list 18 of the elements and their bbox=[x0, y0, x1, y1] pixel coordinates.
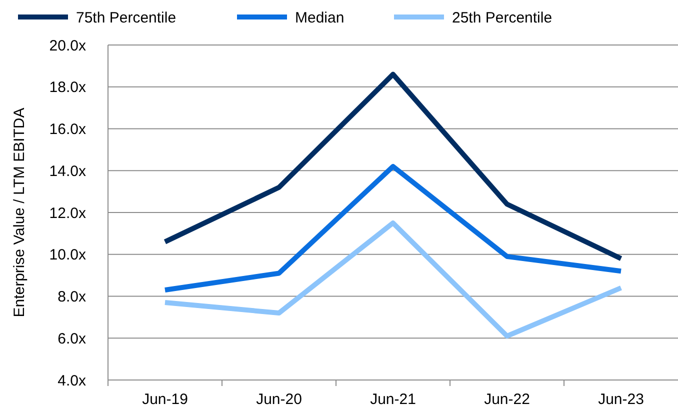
y-tick-label: 10.0x bbox=[49, 246, 86, 264]
y-tick-label: 6.0x bbox=[58, 330, 86, 348]
x-tick-label: Jun-22 bbox=[484, 391, 530, 408]
y-tick-label: 4.0x bbox=[58, 372, 86, 390]
y-tick-label: 14.0x bbox=[49, 162, 86, 180]
x-tick-label: Jun-20 bbox=[256, 391, 302, 408]
x-tick-label: Jun-23 bbox=[598, 391, 644, 408]
legend-label: 25th Percentile bbox=[452, 9, 552, 26]
x-tick-label: Jun-19 bbox=[142, 391, 188, 408]
y-tick-label: 8.0x bbox=[58, 288, 86, 306]
y-axis-title: Enterprise Value / LTM EBITDA bbox=[11, 108, 28, 318]
y-tick-label: 18.0x bbox=[49, 79, 86, 96]
y-tick-label: 12.0x bbox=[49, 204, 86, 222]
legend-label: Median bbox=[295, 9, 344, 26]
x-tick-label: Jun-21 bbox=[370, 391, 416, 408]
y-tick-label: 20.0x bbox=[49, 37, 86, 54]
y-tick-label: 16.0x bbox=[49, 121, 86, 138]
legend-label: 75th Percentile bbox=[76, 9, 176, 26]
